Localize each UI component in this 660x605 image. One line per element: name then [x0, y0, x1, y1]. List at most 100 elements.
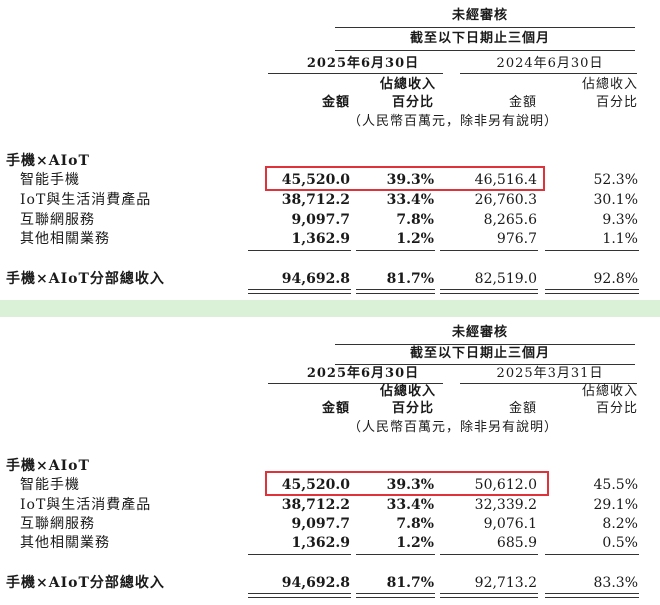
cmp-pct: 9.3% — [602, 212, 638, 228]
col-amount-header-current: 金額 — [321, 401, 350, 416]
col-amount-header-current: 金額 — [321, 95, 350, 110]
row-label: 智能手機 — [20, 477, 80, 493]
highlight-box — [265, 471, 549, 496]
subtotal-rule — [248, 554, 351, 555]
row-label: IoT與生活消費產品 — [20, 497, 152, 513]
cur-pct: 1.2% — [396, 231, 434, 247]
header-rule — [268, 383, 443, 384]
total-cmp-amount: 82,519.0 — [474, 271, 537, 287]
cur-amount: 9,097.7 — [291, 516, 350, 532]
period-label: 截至以下日期止三個月 — [409, 31, 550, 46]
row-label: IoT與生活消費產品 — [20, 192, 152, 208]
cur-pct: 39.3% — [386, 172, 434, 188]
row-label: 互聯網服務 — [20, 516, 95, 532]
cmp-amount: 9,076.1 — [483, 516, 537, 532]
col-pct-header-compare-line2: 百分比 — [595, 95, 638, 110]
revenue-table-q2-2025-vs-q2-2024: 未經審核 截至以下日期止三個月 2025年6月30日 2024年6月30日 佔總… — [0, 0, 660, 300]
unit-note: （人民幣百萬元，除非另有說明） — [347, 420, 558, 435]
cmp-amount: 685.9 — [496, 535, 537, 551]
total-cmp-pct: 92.8% — [593, 271, 638, 287]
total-double-rule — [440, 593, 538, 598]
cur-pct: 33.4% — [386, 497, 434, 513]
revenue-table-q2-2025-vs-q1-2025: 未經審核 截至以下日期止三個月 2025年6月30日 2025年3月31日 佔總… — [0, 317, 660, 605]
cmp-amount: 50,612.0 — [474, 477, 537, 493]
cmp-pct: 52.3% — [593, 172, 638, 188]
total-double-rule — [545, 593, 639, 598]
total-double-rule — [440, 289, 538, 294]
cmp-pct: 45.5% — [593, 477, 638, 493]
cmp-pct: 1.1% — [602, 231, 638, 247]
unaudited-label: 未經審核 — [451, 8, 508, 23]
col-pct-header-current-line2: 百分比 — [391, 401, 434, 416]
cur-pct: 1.2% — [396, 535, 434, 551]
total-cur-pct: 81.7% — [386, 271, 434, 287]
cmp-amount: 976.7 — [496, 231, 537, 247]
header-rule — [335, 344, 635, 345]
date-current: 2025年6月30日 — [306, 366, 420, 381]
total-cmp-pct: 83.3% — [593, 575, 638, 591]
subtotal-rule — [440, 554, 538, 555]
cur-amount: 1,362.9 — [291, 231, 350, 247]
cur-amount: 45,520.0 — [281, 172, 350, 188]
total-cur-amount: 94,692.8 — [281, 271, 350, 287]
header-rule — [335, 364, 635, 365]
col-pct-header-compare: 佔總收入 — [581, 77, 638, 92]
col-amount-header-compare: 金額 — [508, 401, 537, 416]
subtotal-rule — [356, 554, 435, 555]
subtotal-rule — [356, 250, 435, 251]
section-title: 手機×AIoT — [6, 153, 90, 169]
col-pct-header-compare: 佔總收入 — [581, 384, 638, 399]
subtotal-rule — [545, 250, 639, 251]
cmp-amount: 32,339.2 — [474, 497, 537, 513]
header-rule — [460, 73, 637, 74]
subtotal-rule — [440, 250, 538, 251]
cur-pct: 33.4% — [386, 192, 434, 208]
total-double-rule — [356, 289, 435, 294]
subtotal-rule — [545, 554, 639, 555]
total-label: 手機×AIoT分部總收入 — [6, 271, 165, 287]
total-cur-amount: 94,692.8 — [281, 575, 350, 591]
total-cmp-amount: 92,713.2 — [474, 575, 537, 591]
header-rule — [460, 383, 637, 384]
unit-note: （人民幣百萬元，除非另有說明） — [347, 114, 558, 129]
highlight-box — [265, 166, 545, 191]
cmp-amount: 46,516.4 — [474, 172, 537, 188]
total-cur-pct: 81.7% — [386, 575, 434, 591]
col-pct-header-current-line2: 百分比 — [391, 95, 434, 110]
subtotal-rule — [248, 250, 351, 251]
row-label: 其他相關業務 — [20, 535, 110, 551]
period-label: 截至以下日期止三個月 — [409, 346, 550, 361]
cmp-pct: 0.5% — [602, 535, 638, 551]
col-pct-header-compare-line2: 百分比 — [595, 401, 638, 416]
col-amount-header-compare: 金額 — [508, 95, 537, 110]
cur-pct: 7.8% — [396, 212, 434, 228]
cur-amount: 38,712.2 — [281, 192, 350, 208]
date-current: 2025年6月30日 — [306, 56, 420, 71]
cur-amount: 1,362.9 — [291, 535, 350, 551]
section-title: 手機×AIoT — [6, 458, 90, 474]
total-label: 手機×AIoT分部總收入 — [6, 575, 165, 591]
cur-amount: 45,520.0 — [281, 477, 350, 493]
total-double-rule — [248, 289, 351, 294]
total-double-rule — [248, 593, 351, 598]
cmp-pct: 8.2% — [602, 516, 638, 532]
cur-amount: 38,712.2 — [281, 497, 350, 513]
date-compare: 2025年3月31日 — [496, 366, 604, 381]
date-compare: 2024年6月30日 — [496, 56, 604, 71]
cur-amount: 9,097.7 — [291, 212, 350, 228]
total-double-rule — [545, 289, 639, 294]
header-rule — [268, 73, 443, 74]
cmp-pct: 30.1% — [593, 192, 638, 208]
header-rule — [335, 27, 635, 28]
header-rule — [335, 50, 635, 51]
cur-pct: 39.3% — [386, 477, 434, 493]
unaudited-label: 未經審核 — [451, 325, 508, 340]
col-pct-header-current: 佔總收入 — [380, 384, 437, 399]
col-pct-header-current: 佔總收入 — [380, 77, 437, 92]
cmp-pct: 29.1% — [593, 497, 638, 513]
cmp-amount: 8,265.6 — [483, 212, 537, 228]
total-double-rule — [356, 593, 435, 598]
row-label: 智能手機 — [20, 172, 80, 188]
row-label: 其他相關業務 — [20, 231, 110, 247]
cmp-amount: 26,760.3 — [474, 192, 537, 208]
